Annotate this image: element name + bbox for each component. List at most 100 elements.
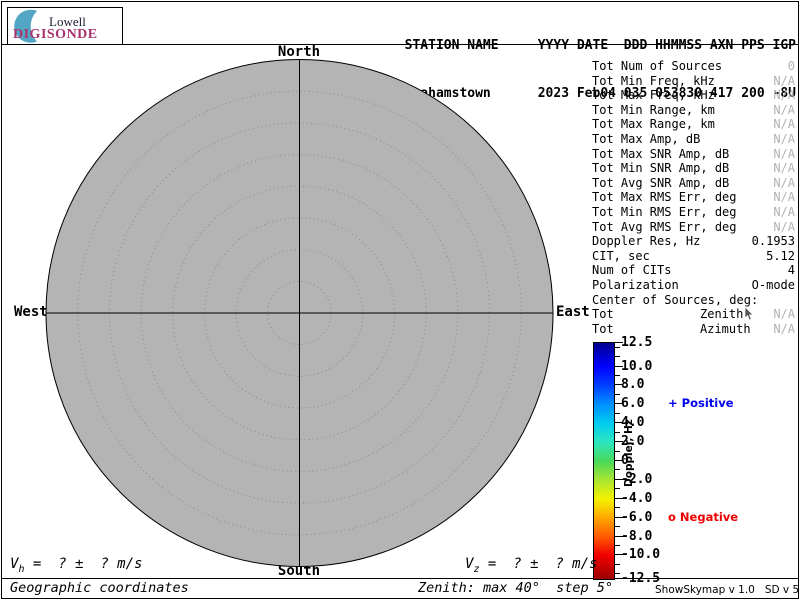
vh-value: = ? ± ? m/s [24, 556, 143, 572]
stat-row: Tot Max Range, km N/A [592, 117, 795, 132]
mouse-cursor-icon [744, 307, 754, 321]
colorbar-tick-label: -12.5 [621, 571, 661, 586]
vz-sub: z [473, 563, 480, 575]
colorbar-tick [615, 526, 620, 527]
vz-var: V [465, 556, 474, 572]
colorbar-tick [615, 545, 620, 546]
colorbar-tick [615, 432, 620, 433]
stat-row: Polarization O-mode [592, 278, 795, 293]
station-header: STATION NAME YYYY DATE DDD HHMMSS AXN PP… [405, 6, 796, 118]
colorbar-tick-label: 10.0 [621, 359, 653, 374]
colorbar-tick-label: -2.0 [621, 472, 653, 487]
vh-sub: h [18, 563, 25, 575]
colorbar-tick [615, 507, 620, 508]
colorbar-tick [615, 554, 623, 555]
colorbar-tick [615, 342, 623, 343]
header-divider [2, 44, 798, 45]
stat-label: Tot Max SNR Amp, dB [592, 146, 730, 161]
stat-label: Center of Sources, deg: [592, 292, 759, 307]
stat-value: N/A [773, 190, 795, 205]
circle-symbol-icon: o [668, 510, 676, 524]
colorbar-tick-label: -4.0 [621, 491, 653, 506]
colorbar-tick [615, 498, 623, 499]
skymap-polar-plot [45, 59, 554, 567]
stats-panel: Tot Num of Sources 0 Tot Min Freq, kHz N/A T… [592, 59, 795, 336]
stat-row: Tot Max SNR Amp, dB N/A [592, 147, 795, 162]
stat-row: Tot Avg RMS Err, deg N/A [592, 220, 795, 235]
stat-value: 5.12 [766, 248, 795, 263]
stat-row: Tot Min RMS Err, deg N/A [592, 205, 795, 220]
stat-label: Tot [592, 321, 614, 336]
coordinate-system-label: Geographic coordinates [10, 580, 189, 596]
stat-value: N/A [773, 219, 795, 234]
stat-row: Tot Zenith N/A [592, 307, 795, 322]
vh-velocity-label: Vh = ? ± ? m/s [10, 556, 142, 575]
station-header-columns: STATION NAME YYYY DATE DDD HHMMSS AXN PP… [404, 38, 796, 53]
stat-label: Polarization [592, 277, 679, 292]
stat-value: N/A [773, 175, 795, 190]
stat-value: 4 [787, 263, 795, 278]
colorbar-gradient-bar [593, 342, 615, 580]
stat-row: Tot Max RMS Err, deg N/A [592, 190, 795, 205]
colorbar-axis-title: Doppler, Hz [623, 419, 635, 487]
crescent-logo-icon [14, 9, 37, 43]
stat-sublabel: Azimuth [700, 321, 751, 336]
legend-negative-label: Negative [679, 510, 739, 524]
vz-velocity-label: Vz = ? ± ? m/s [465, 556, 597, 575]
stat-row: Tot Max Freq, kHz N/A [592, 88, 795, 103]
stat-sublabel: Zenith [700, 307, 744, 322]
compass-east-label: East [556, 304, 590, 320]
footer-divider [2, 578, 798, 579]
compass-west-label: West [14, 304, 48, 320]
colorbar-tick [615, 451, 620, 452]
compass-north-label: North [277, 44, 321, 60]
stat-value: N/A [773, 131, 795, 146]
stat-label: Tot Min Freq, kHz [592, 73, 715, 88]
colorbar-tick [615, 366, 623, 367]
colorbar-tick-label: -10.0 [621, 547, 661, 562]
colorbar-tick-label: 2.0 [621, 434, 645, 449]
colorbar-tick-label: -8.0 [621, 529, 653, 544]
legend-positive: + Positive [668, 396, 734, 410]
logo-text-digisonde: DIGISONDE [13, 27, 98, 42]
colorbar-tick [615, 488, 620, 489]
doppler-colorbar: 12.5 10.0 8.0 6.0 4.0 2.0 0 -2.0 -4.0 -6.0 -8.0 -10… [593, 336, 713, 586]
stat-row: Doppler Res, Hz 0.1953 [592, 234, 795, 249]
colorbar-tick-label: -6.0 [621, 510, 653, 525]
stat-label: Tot Num of Sources [592, 59, 723, 73]
stat-value: N/A [773, 204, 795, 219]
colorbar-tick-label: 0 [621, 453, 629, 468]
colorbar-tick [615, 517, 623, 518]
stat-row: CIT, sec 5.12 [592, 249, 795, 264]
stat-label: Tot Max Amp, dB [592, 131, 701, 146]
colorbar-tick [615, 403, 623, 404]
stat-label: CIT, sec [592, 248, 650, 263]
stat-label: Tot Min Range, km [592, 102, 715, 117]
logo-text-lowell: Lowell [49, 14, 86, 29]
lowell-digisonde-logo: Lowell DIGISONDE [7, 7, 123, 45]
zenith-range-note: Zenith: max 40° step 5° [418, 580, 614, 596]
colorbar-tick [615, 469, 620, 470]
stat-label: Tot Min RMS Err, deg [592, 204, 737, 219]
colorbar-tick [615, 573, 620, 574]
legend-positive-label: Positive [681, 396, 734, 410]
stat-row: Tot Num of Sources 0 [592, 59, 795, 74]
colorbar-tick [615, 384, 623, 385]
stat-row: Tot Azimuth N/A [592, 322, 795, 337]
stat-label: Num of CITs [592, 263, 672, 278]
stat-value: N/A [773, 88, 795, 103]
stat-row: Tot Min Range, km N/A [592, 103, 795, 118]
vh-var: V [10, 556, 19, 572]
stat-label: Doppler Res, Hz [592, 234, 701, 249]
app-version-label: ShowSkymap v 1.0 SD v 5.1 [655, 584, 800, 596]
stat-value: N/A [773, 146, 795, 161]
plus-symbol-icon: + [668, 396, 678, 410]
stat-value: N/A [773, 307, 795, 322]
stat-value: N/A [773, 102, 795, 117]
vz-value: = ? ± ? m/s [479, 556, 598, 572]
stat-label: Tot Min SNR Amp, dB [592, 161, 730, 176]
stat-label: Tot Avg SNR Amp, dB [592, 175, 730, 190]
stat-value: N/A [773, 321, 795, 336]
stat-label: Tot [592, 307, 614, 322]
